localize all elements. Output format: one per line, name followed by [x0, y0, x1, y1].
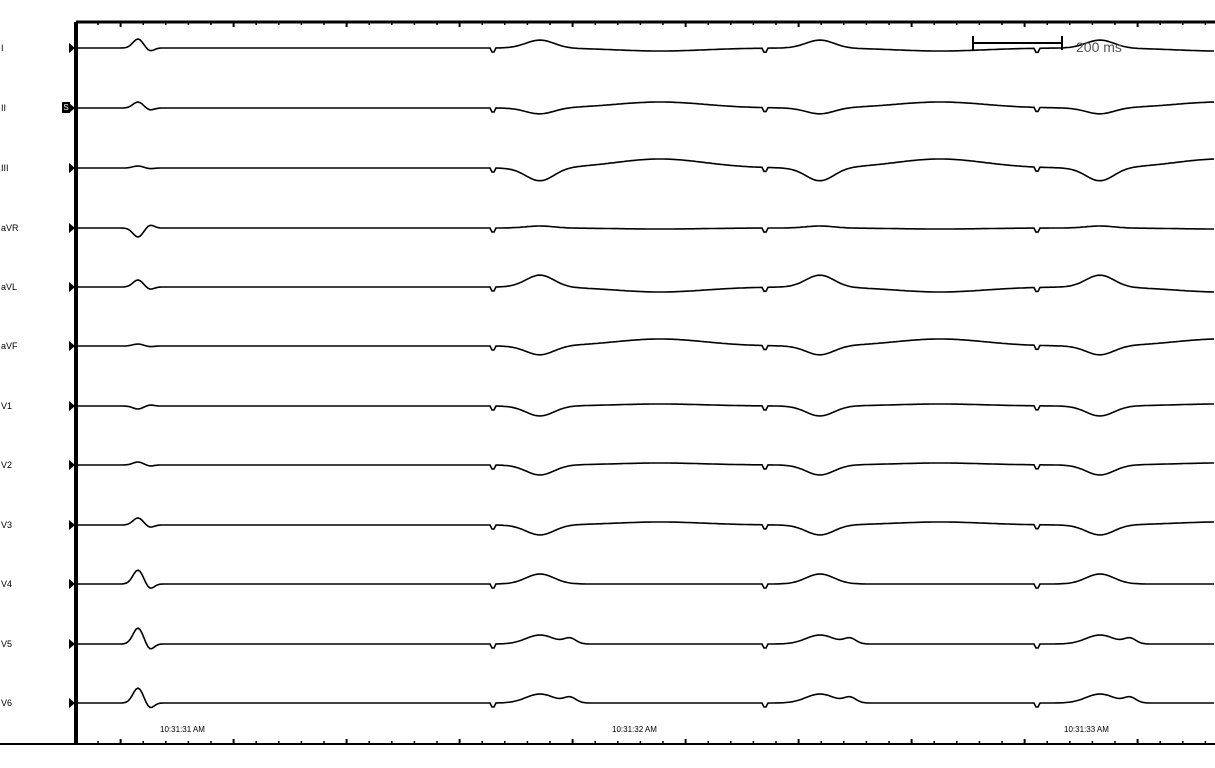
lead-label-iii[interactable]: III [1, 163, 9, 173]
lead-label-v4[interactable]: V4 [1, 579, 13, 589]
lead-marker-arrow [69, 401, 75, 411]
lead-label-v3[interactable]: V3 [1, 520, 13, 530]
lead-marker-arrow [69, 579, 75, 589]
lead-marker-arrow [69, 341, 75, 351]
time-label: 10:31:32 AM [612, 725, 657, 734]
lead-label-i[interactable]: I [1, 43, 4, 53]
lead-marker-arrow [69, 698, 75, 708]
time-ticks [97, 22, 1207, 744]
lead-marker-arrow [69, 103, 75, 113]
lead-label-v6[interactable]: V6 [1, 698, 13, 708]
lead-label-v5[interactable]: V5 [1, 639, 13, 649]
lead-marker-arrow [69, 282, 75, 292]
plot-frame [0, 20, 1215, 745]
lead-marker-arrow [69, 460, 75, 470]
lead-marker-arrow [69, 223, 75, 233]
ecg-trace-i [76, 38, 1214, 54]
ecg-trace-v4 [76, 569, 1214, 589]
ecg-traces[interactable] [76, 38, 1215, 709]
scale-bar-label: 200 ms [1076, 39, 1122, 55]
lead-label-v1[interactable]: V1 [1, 401, 13, 411]
ecg-trace-v3 [76, 517, 1214, 536]
lead-marker-arrow [69, 163, 75, 173]
ecg-trace-v2 [76, 461, 1214, 476]
scale-bar [972, 36, 1063, 50]
ecg-trace-avl [76, 274, 1215, 293]
lead-marker-arrow [69, 520, 75, 530]
ecg-trace-iii [76, 158, 1214, 182]
lead-label-ii[interactable]: II [1, 103, 7, 113]
lead-label-avl[interactable]: aVL [1, 282, 18, 292]
time-label: 10:31:33 AM [1064, 725, 1109, 734]
ecg-trace-v5 [76, 627, 1214, 650]
lead-marker-arrow [69, 43, 75, 53]
lead-markers [69, 43, 75, 708]
ecg-trace-v6 [76, 687, 1214, 709]
ecg-trace-v1 [76, 403, 1214, 417]
lead-label-v2[interactable]: V2 [1, 460, 13, 470]
ecg-trace-avr [76, 224, 1214, 238]
lead-label-avf[interactable]: aVF [1, 341, 18, 351]
lead-label-column: I II III aVR aVL aVF V1 V2 V3 V4 V5 V6 [0, 0, 60, 768]
ecg-trace-avf [76, 338, 1214, 356]
lead-label-avr[interactable]: aVR [1, 223, 19, 233]
time-label: 10:31:31 AM [160, 725, 205, 734]
lead-marker-arrow [69, 639, 75, 649]
selected-lead-badge[interactable]: S [62, 102, 70, 113]
ecg-trace-ii [76, 101, 1214, 115]
